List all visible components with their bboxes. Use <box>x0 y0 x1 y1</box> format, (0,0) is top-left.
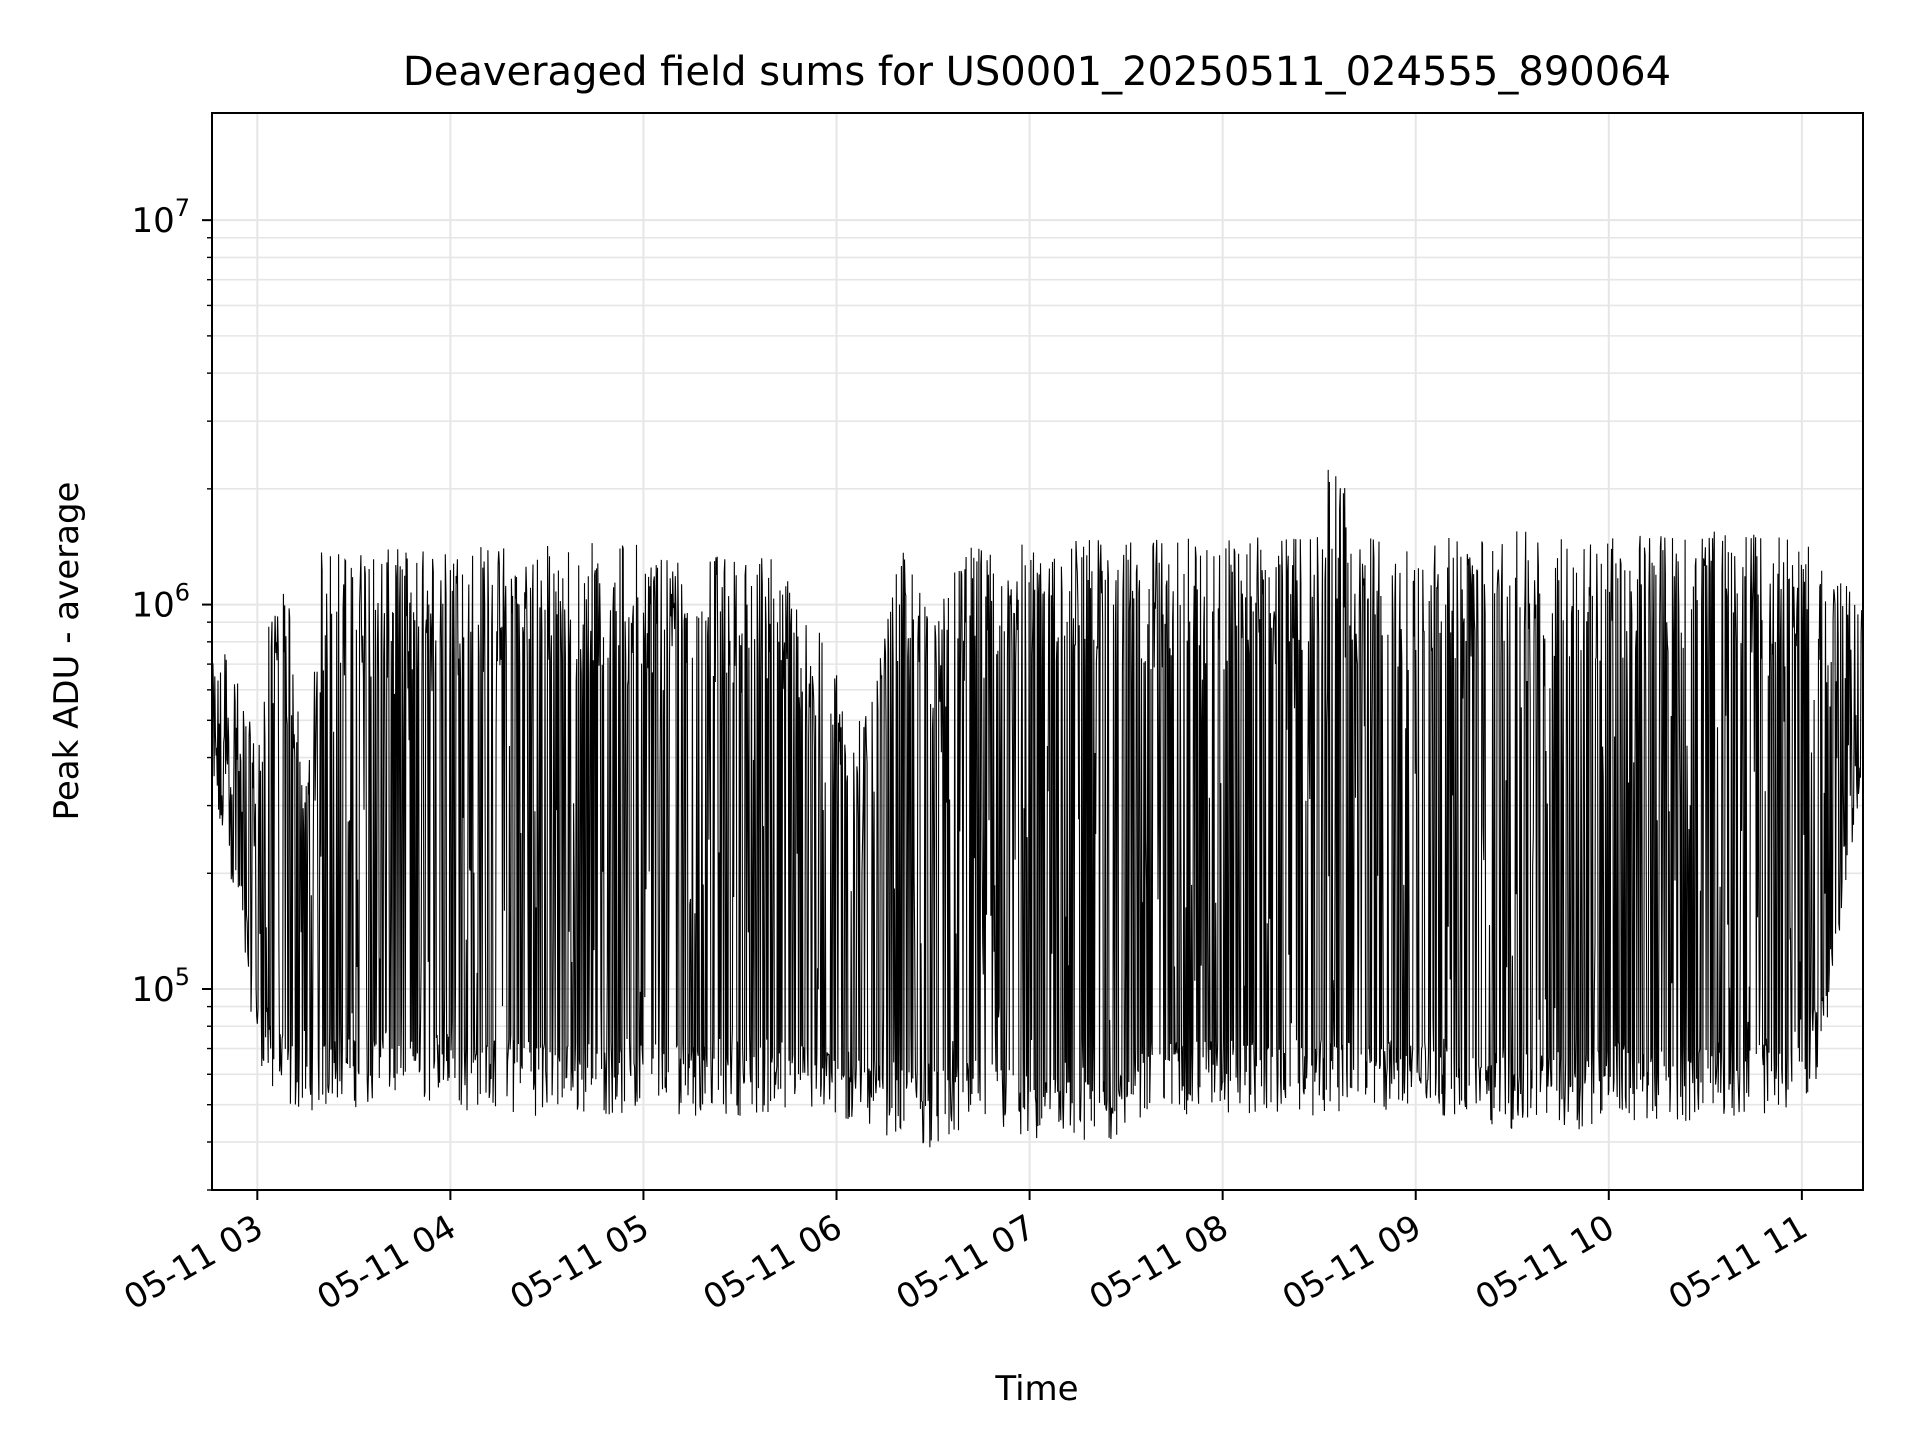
y-tick-label: 107 <box>131 194 190 241</box>
plot-frame <box>211 112 1864 1191</box>
series-line <box>211 469 1864 1148</box>
chart-title: Deaveraged field sums for US0001_2025051… <box>403 49 1671 95</box>
y-tick-label: 105 <box>131 963 190 1010</box>
y-tick-base: 10 <box>131 586 174 626</box>
x-axis-label: Time <box>994 1369 1078 1409</box>
y-tick-exponent: 6 <box>175 579 190 607</box>
y-tick-base: 10 <box>131 201 174 241</box>
y-tick-exponent: 7 <box>175 194 190 222</box>
series-area <box>211 469 1864 1148</box>
y-axis-label: Peak ADU - average <box>47 482 87 821</box>
y-tick-label: 106 <box>131 579 190 626</box>
y-tick-exponent: 5 <box>175 963 190 991</box>
y-tick-base: 10 <box>131 970 174 1010</box>
